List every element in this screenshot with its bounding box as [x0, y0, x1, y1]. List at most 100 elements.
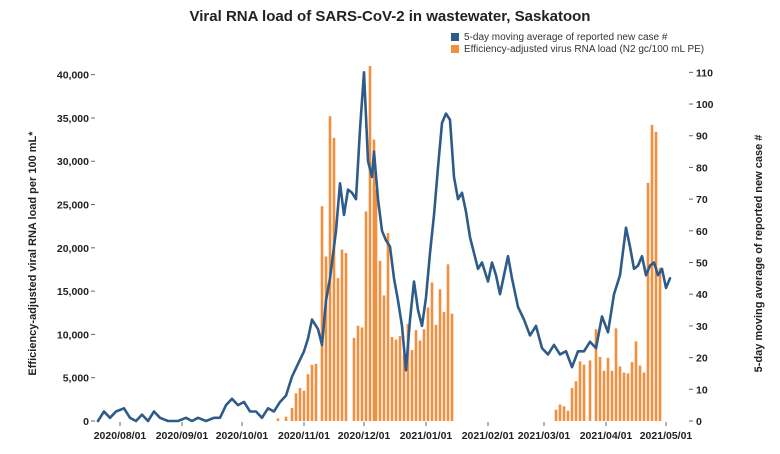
legend-label-cases: 5-day moving average of reported new cas…: [464, 31, 668, 43]
rna-bar-49: [582, 364, 586, 421]
rna-bar-55: [610, 370, 614, 421]
rna-bar-56: [614, 328, 618, 421]
x-tick-label-7: 2021/03/01: [518, 430, 571, 442]
rna-bar-7: [310, 364, 314, 421]
rna-bar-31: [410, 350, 414, 421]
rna-bar-40: [446, 264, 450, 421]
cases-line: [96, 71, 672, 423]
left-tick-label-3: 15,000: [57, 286, 89, 298]
rna-bar-13: [336, 278, 340, 421]
rna-bar-0: [276, 418, 280, 421]
left-tick-label-8: 40,000: [57, 70, 89, 82]
rna-bar-30: [406, 324, 410, 421]
right-tick-label-5: 50: [696, 258, 708, 270]
right-tick-label-2: 20: [696, 353, 708, 365]
rna-bar-16: [352, 337, 356, 421]
x-tick-label-1: 2020/09/01: [156, 430, 209, 442]
left-tick-label-7: 35,000: [57, 113, 89, 125]
rna-bar-61: [634, 341, 638, 421]
rna-bar-37: [434, 324, 438, 421]
rna-bar-25: [386, 233, 390, 421]
left-tick-label-0: 0: [83, 416, 89, 428]
rna-bar-15: [344, 253, 348, 421]
rna-bar-66: [654, 131, 658, 422]
rna-bar-20: [368, 66, 372, 421]
rna-bar-9: [320, 206, 324, 421]
right-tick-label-6: 60: [696, 226, 708, 238]
rna-bar-64: [646, 182, 650, 421]
rna-bar-22: [374, 188, 378, 421]
rna-bar-29: [402, 355, 406, 421]
rna-bar-26: [390, 337, 394, 421]
right-tick-label-11: 110: [696, 67, 713, 79]
rna-bar-52: [598, 356, 602, 421]
right-tick-label-1: 10: [696, 384, 708, 396]
right-tick-label-3: 30: [696, 321, 708, 333]
rna-bar-57: [618, 366, 622, 421]
left-tick-label-4: 20,000: [57, 243, 89, 255]
rna-bar-67: [658, 267, 662, 421]
rna-bar-45: [566, 410, 570, 421]
rna-bar-23: [378, 260, 382, 421]
x-tick-label-5: 2021/01/01: [400, 430, 453, 442]
rna-bar-32: [414, 330, 418, 421]
x-tick-label-2: 2020/10/01: [216, 430, 269, 442]
left-tick-label-6: 30,000: [57, 156, 89, 168]
rna-bar-27: [394, 339, 398, 421]
left-tick-label-2: 10,000: [57, 329, 89, 341]
rna-bar-33: [418, 340, 422, 421]
left-tick-label-1: 5,000: [63, 373, 89, 385]
rna-bar-21: [372, 139, 376, 421]
x-tick-label-3: 2020/11/01: [278, 430, 330, 442]
rna-bar-6: [306, 374, 310, 421]
legend-item-cases: 5-day moving average of reported new cas…: [451, 31, 704, 43]
legend-swatch-rna: [451, 45, 459, 53]
x-tick-label-0: 2020/08/01: [94, 430, 147, 442]
rna-bar-43: [558, 404, 562, 421]
legend-label-rna: Efficiency-adjusted virus RNA load (N2 g…: [464, 43, 705, 55]
rna-bar-65: [650, 124, 654, 421]
rna-bar-42: [554, 409, 558, 421]
legend-swatch-cases: [451, 33, 459, 41]
chart-legend: 5-day moving average of reported new cas…: [451, 31, 704, 55]
rna-bar-53: [602, 370, 606, 421]
chart-title: Viral RNA load of SARS-CoV-2 in wastewat…: [189, 8, 591, 25]
rna-bar-24: [382, 295, 386, 421]
rna-bar-28: [398, 336, 402, 421]
rna-bar-44: [562, 406, 566, 421]
left-tick-label-5: 25,000: [57, 200, 89, 212]
rna-bar-63: [642, 372, 646, 421]
rna-bar-18: [360, 327, 364, 421]
rna-bar-3: [294, 393, 298, 421]
rna-bar-46: [570, 388, 574, 421]
rna-bar-34: [422, 329, 426, 421]
rna-bar-4: [298, 388, 302, 421]
right-tick-label-10: 100: [696, 99, 714, 111]
right-tick-label-9: 90: [696, 131, 708, 143]
rna-bar-14: [340, 249, 344, 421]
right-tick-label-7: 70: [696, 194, 708, 206]
rna-bar-48: [578, 361, 582, 421]
y-axis-left-title: Efficiency-adjusted viral RNA load per 1…: [27, 131, 39, 376]
rna-bar-8: [314, 363, 318, 421]
rna-bar-5: [302, 390, 306, 421]
rna-bar-17: [356, 325, 360, 421]
rna-bar-35: [426, 307, 430, 421]
x-tick-label-9: 2021/05/01: [640, 430, 693, 442]
rna-bar-36: [430, 282, 434, 421]
right-tick-label-0: 0: [696, 416, 702, 428]
y-axis-right-title: 5-day moving average of reported new cas…: [753, 135, 765, 373]
rna-bar-39: [442, 311, 446, 421]
rna-bar-62: [638, 365, 642, 421]
rna-bar-10: [324, 256, 328, 421]
rna-bar-59: [626, 373, 630, 421]
rna-bar-58: [622, 372, 626, 421]
rna-bar-41: [450, 313, 454, 421]
rna-bar-12: [332, 137, 336, 421]
rna-bar-2: [290, 408, 294, 421]
rna-bar-1: [284, 416, 288, 421]
x-tick-label-6: 2021/02/01: [462, 430, 515, 442]
rna-bar-47: [574, 381, 578, 421]
